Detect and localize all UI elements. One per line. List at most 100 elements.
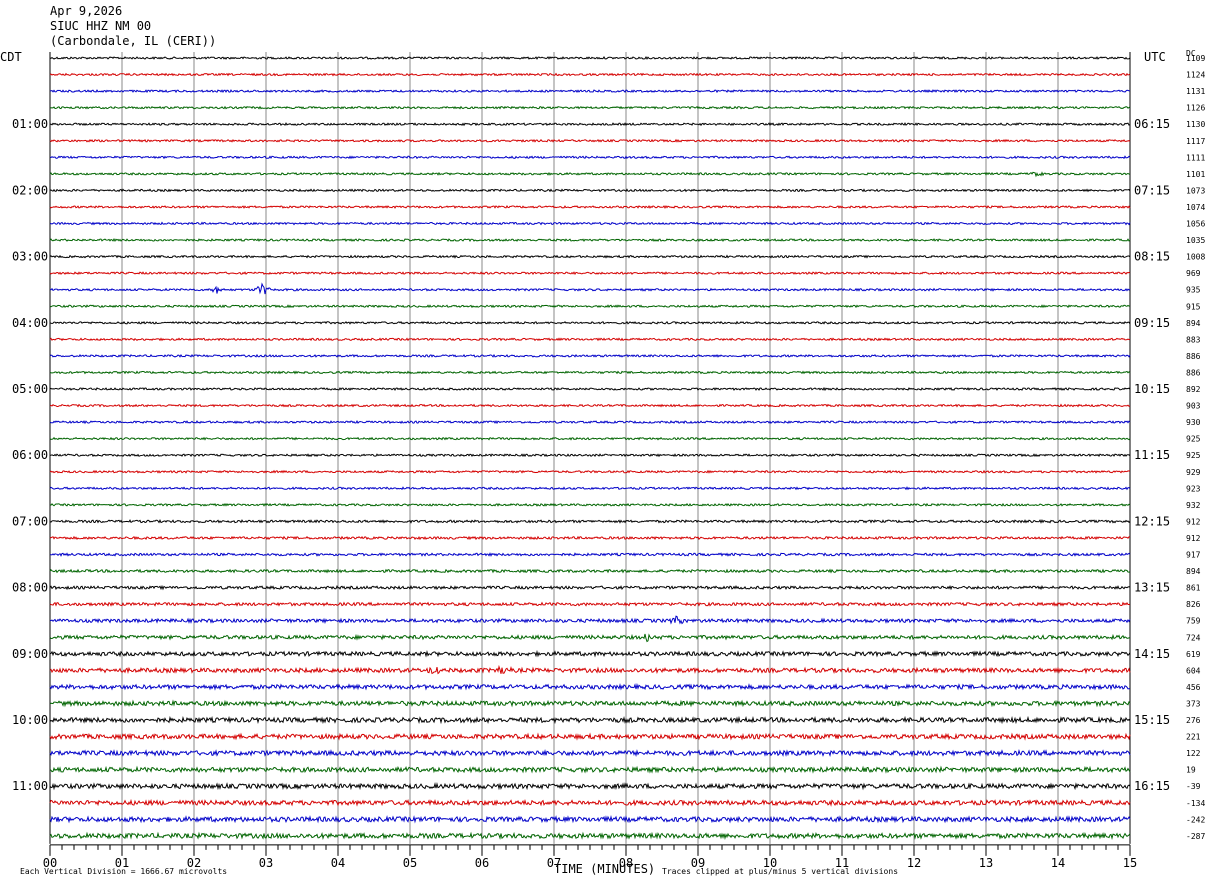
x-tick-label: 09 (691, 856, 705, 870)
dc-offset-label: 221 (1186, 733, 1201, 742)
seismic-trace (49, 831, 1131, 841)
seismic-trace (49, 138, 1131, 143)
right-hour-label: 12:15 (1134, 514, 1170, 528)
seismic-trace (49, 320, 1131, 325)
left-hour-label: 06:00 (12, 448, 48, 462)
seismic-trace (49, 535, 1131, 541)
x-tick-label: 04 (331, 856, 345, 870)
x-tick-label: 02 (187, 856, 201, 870)
x-tick-label: 00 (43, 856, 57, 870)
dc-offset-label: 925 (1186, 451, 1201, 460)
dc-offset-label: 1008 (1186, 253, 1205, 262)
seismic-trace (49, 682, 1130, 691)
dc-offset-label: 1073 (1186, 186, 1205, 195)
left-hour-label: 08:00 (12, 581, 48, 595)
dc-offset-label: 1117 (1186, 137, 1205, 146)
dc-offset-label: 912 (1186, 534, 1201, 543)
seismic-trace (49, 649, 1131, 658)
seismic-trace (49, 633, 1131, 643)
dc-offset-label: 276 (1186, 716, 1201, 725)
seismic-trace (49, 271, 1131, 276)
dc-offset-label: 1131 (1186, 87, 1205, 96)
seismic-trace (49, 420, 1131, 425)
seismic-trace (49, 221, 1131, 226)
dc-offset-label: 1111 (1186, 153, 1205, 162)
x-axis-label: TIME (MINUTES) (554, 862, 656, 876)
right-hour-label: 13:15 (1134, 581, 1170, 595)
seismic-trace (49, 188, 1131, 193)
seismic-trace (49, 254, 1131, 259)
dc-offset-label: 1126 (1186, 104, 1205, 113)
seismic-trace (50, 282, 1131, 295)
right-hour-label: 14:15 (1134, 647, 1170, 661)
dc-offset-label: 892 (1186, 385, 1201, 394)
seismic-trace (49, 337, 1131, 342)
dc-offset-label: 912 (1186, 517, 1201, 526)
dc-offset-label: 724 (1186, 633, 1201, 642)
dc-offset-label: 456 (1186, 683, 1201, 692)
dc-offset-label: 929 (1186, 468, 1201, 477)
dc-offset-label: 925 (1186, 435, 1201, 444)
dc-offset-label: 1109 (1186, 54, 1205, 63)
dc-offset-label: 894 (1186, 319, 1201, 328)
x-tick-label: 06 (475, 856, 489, 870)
x-tick-label: 11 (835, 856, 849, 870)
dc-offset-label: 886 (1186, 368, 1201, 377)
seismic-trace (49, 749, 1131, 758)
dc-offset-label: 1056 (1186, 220, 1205, 229)
seismic-trace (49, 699, 1131, 708)
left-hour-label: 10:00 (12, 713, 48, 727)
left-hour-label: 03:00 (12, 250, 48, 264)
dc-offset-label: 886 (1186, 352, 1201, 361)
seismic-trace (49, 469, 1131, 474)
dc-offset-label: 759 (1186, 617, 1201, 626)
header-location: (Carbondale, IL (CERI)) (50, 34, 217, 48)
right-hour-label: 08:15 (1134, 250, 1170, 264)
seismic-trace (49, 403, 1131, 408)
dc-offset-label: 917 (1186, 551, 1201, 560)
dc-offset-label: 619 (1186, 650, 1201, 659)
seismic-trace (49, 105, 1131, 110)
seismic-trace (49, 486, 1131, 491)
left-hour-label: 01:00 (12, 117, 48, 131)
right-hour-label: 15:15 (1134, 713, 1170, 727)
x-tick-label: 13 (979, 856, 993, 870)
x-tick-label: 15 (1123, 856, 1137, 870)
dc-offset-label: 373 (1186, 699, 1201, 708)
seismic-trace (49, 664, 1131, 675)
right-hour-label: 09:15 (1134, 316, 1170, 330)
seismic-trace (49, 353, 1131, 358)
dc-offset-label: 930 (1186, 418, 1201, 427)
left-hour-label: 07:00 (12, 514, 48, 528)
seismic-trace (49, 436, 1131, 441)
dc-offset-label: -134 (1186, 799, 1205, 808)
header-date: Apr 9,2026 (50, 4, 123, 18)
dc-offset-label: -287 (1186, 832, 1205, 841)
seismic-trace (49, 798, 1131, 807)
dc-offset-label: 903 (1186, 402, 1201, 411)
header-station: SIUC HHZ NM 00 (50, 19, 152, 33)
seismic-trace (49, 518, 1131, 524)
seismic-trace (49, 732, 1131, 741)
dc-offset-label: 1124 (1186, 71, 1205, 80)
seismic-trace (49, 72, 1131, 77)
left-hour-label: 11:00 (12, 779, 48, 793)
x-tick-label: 10 (763, 856, 777, 870)
seismic-trace (49, 304, 1131, 309)
seismic-trace (49, 155, 1131, 160)
dc-offset-label: 894 (1186, 567, 1201, 576)
seismic-trace (49, 601, 1131, 607)
dc-offset-label: 915 (1186, 302, 1201, 311)
right-timezone-label: UTC (1144, 50, 1166, 64)
x-tick-label: 03 (259, 856, 273, 870)
dc-offset-label: -39 (1186, 782, 1201, 791)
seismic-trace (49, 55, 1131, 60)
seismic-trace (49, 765, 1131, 774)
dc-offset-label: 932 (1186, 501, 1201, 510)
dc-offset-label: 861 (1186, 584, 1201, 593)
clip-note: Traces clipped at plus/minus 5 vertical … (662, 867, 899, 876)
seismic-trace (49, 453, 1131, 458)
x-tick-label: 07 (547, 856, 561, 870)
seismic-trace (49, 204, 1131, 209)
